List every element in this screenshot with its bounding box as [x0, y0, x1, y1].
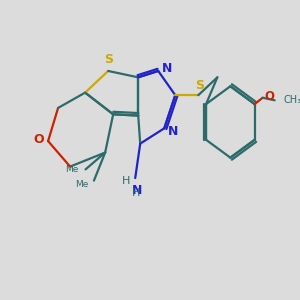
Text: N: N: [162, 62, 172, 75]
Text: H: H: [132, 188, 140, 199]
Text: N: N: [167, 124, 178, 138]
Text: S: S: [195, 79, 204, 92]
Text: Me: Me: [75, 180, 88, 189]
Text: N: N: [131, 184, 142, 197]
Text: H: H: [122, 176, 130, 186]
Text: O: O: [33, 133, 44, 146]
Text: O: O: [265, 90, 275, 103]
Text: Me: Me: [65, 165, 79, 174]
Text: S: S: [104, 53, 113, 66]
Text: CH₃: CH₃: [283, 95, 300, 105]
